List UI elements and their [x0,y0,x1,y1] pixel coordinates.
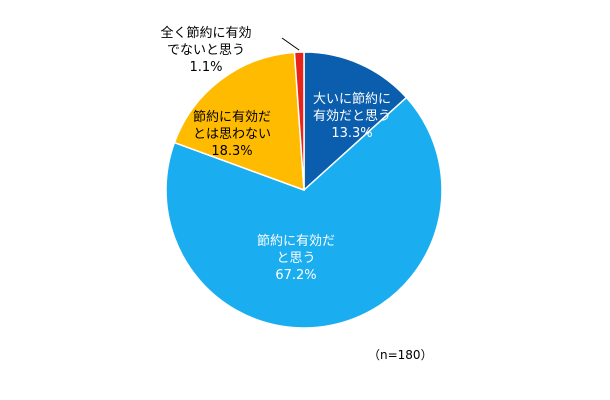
pie-labels: 大いに節約に有効だと思う 13.3% 節約に有効だと思う 67.2% 節約に有効だとは思… [160,25,391,283]
slice-label: 節約に有効だと思う 67.2% [257,234,335,283]
sample-size-note: （n=180） [368,348,433,362]
pie-slice [165,96,443,329]
pie-slice [303,51,408,192]
callout-leader-line [281,37,300,51]
pie-slice [173,51,305,192]
pie-slice [293,51,305,191]
slice-label: 節約に有効だとは思わない 18.3% [193,110,271,159]
slice-label: 大いに節約に有効だと思う 13.3% [313,92,391,141]
slice-label: 全く節約に有効でないと思う 1.1% [160,25,251,75]
pie-slices [165,51,443,329]
